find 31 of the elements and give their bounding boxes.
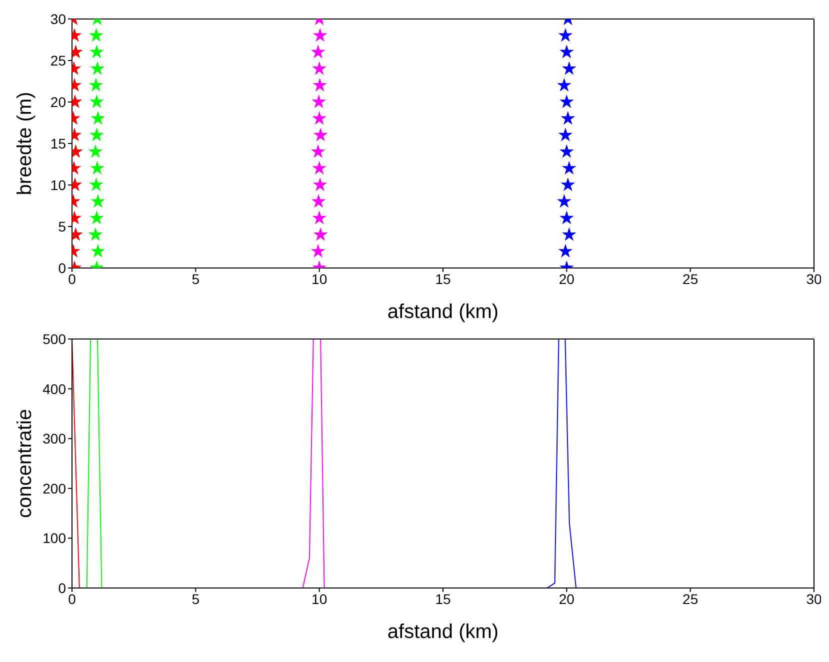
- x-tick-label: 25: [682, 270, 698, 287]
- y-tick-label: 20: [50, 94, 66, 110]
- x-tick-label: 10: [312, 270, 328, 287]
- y-tick-label: 5: [58, 218, 66, 234]
- y-tick-label: 300: [42, 430, 66, 447]
- y-tick-label: 400: [42, 380, 66, 397]
- y-tick-label: 200: [42, 480, 66, 496]
- y-tick-label: 100: [42, 530, 66, 546]
- y-tick-label: 10: [50, 176, 66, 193]
- x-tick-label: 20: [558, 590, 575, 607]
- y-tick-label: 15: [50, 135, 66, 152]
- x-tick-label: 0: [68, 590, 76, 607]
- y-tick-label: 500: [42, 330, 66, 347]
- x-tick-label: 5: [192, 270, 200, 287]
- x-tick-label: 25: [682, 590, 698, 607]
- x-tick-label: 20: [558, 270, 575, 287]
- y-tick-label: 30: [50, 10, 66, 27]
- x-tick-label: 15: [435, 590, 451, 607]
- x-tick-label: 30: [806, 590, 822, 607]
- x-tick-label: 15: [435, 270, 451, 287]
- y-tick-label: 0: [58, 580, 66, 596]
- y-tick-label: 25: [50, 52, 66, 68]
- y-axis-title: breedte (m): [14, 92, 36, 196]
- x-axis-title: afstand (km): [387, 301, 499, 323]
- x-tick-label: 30: [806, 270, 822, 287]
- y-tick-label: 0: [58, 260, 66, 276]
- x-tick-label: 5: [192, 590, 200, 607]
- x-tick-label: 10: [312, 590, 328, 607]
- x-tick-label: 0: [68, 270, 76, 287]
- y-axis-title: concentratie: [14, 409, 36, 518]
- x-axis-title: afstand (km): [387, 621, 499, 643]
